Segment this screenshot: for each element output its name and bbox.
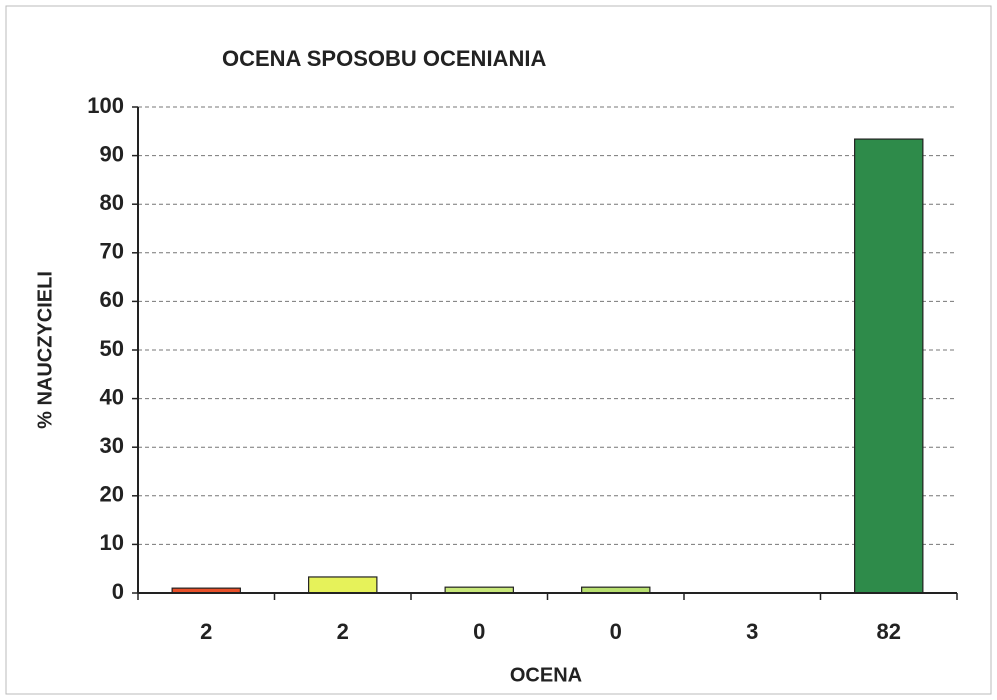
y-tick-label: 40 (100, 384, 124, 409)
x-tick-label: 0 (610, 619, 622, 644)
x-tick-label: 2 (200, 619, 212, 644)
y-tick-label: 100 (87, 93, 124, 118)
y-tick-label: 20 (100, 482, 124, 507)
y-tick-label: 30 (100, 433, 124, 458)
y-tick-label: 80 (100, 190, 124, 215)
y-tick-label: 70 (100, 239, 124, 264)
chart-title: OCENA SPOSOBU OCENIANIA (222, 46, 546, 71)
x-tick-label: 3 (746, 619, 758, 644)
y-tick-label: 60 (100, 287, 124, 312)
x-tick-label: 82 (877, 619, 901, 644)
y-tick-label: 90 (100, 141, 124, 166)
x-axis-label: OCENA (510, 664, 582, 686)
bar (308, 576, 378, 594)
y-tick-label: 10 (100, 530, 124, 555)
y-tick-label: 50 (100, 336, 124, 361)
y-tick-label: 0 (112, 579, 124, 604)
bar (854, 138, 924, 594)
x-tick-label: 0 (473, 619, 485, 644)
x-tick-label: 2 (337, 619, 349, 644)
y-axis-label: % NAUCZYCIELI (34, 271, 56, 429)
